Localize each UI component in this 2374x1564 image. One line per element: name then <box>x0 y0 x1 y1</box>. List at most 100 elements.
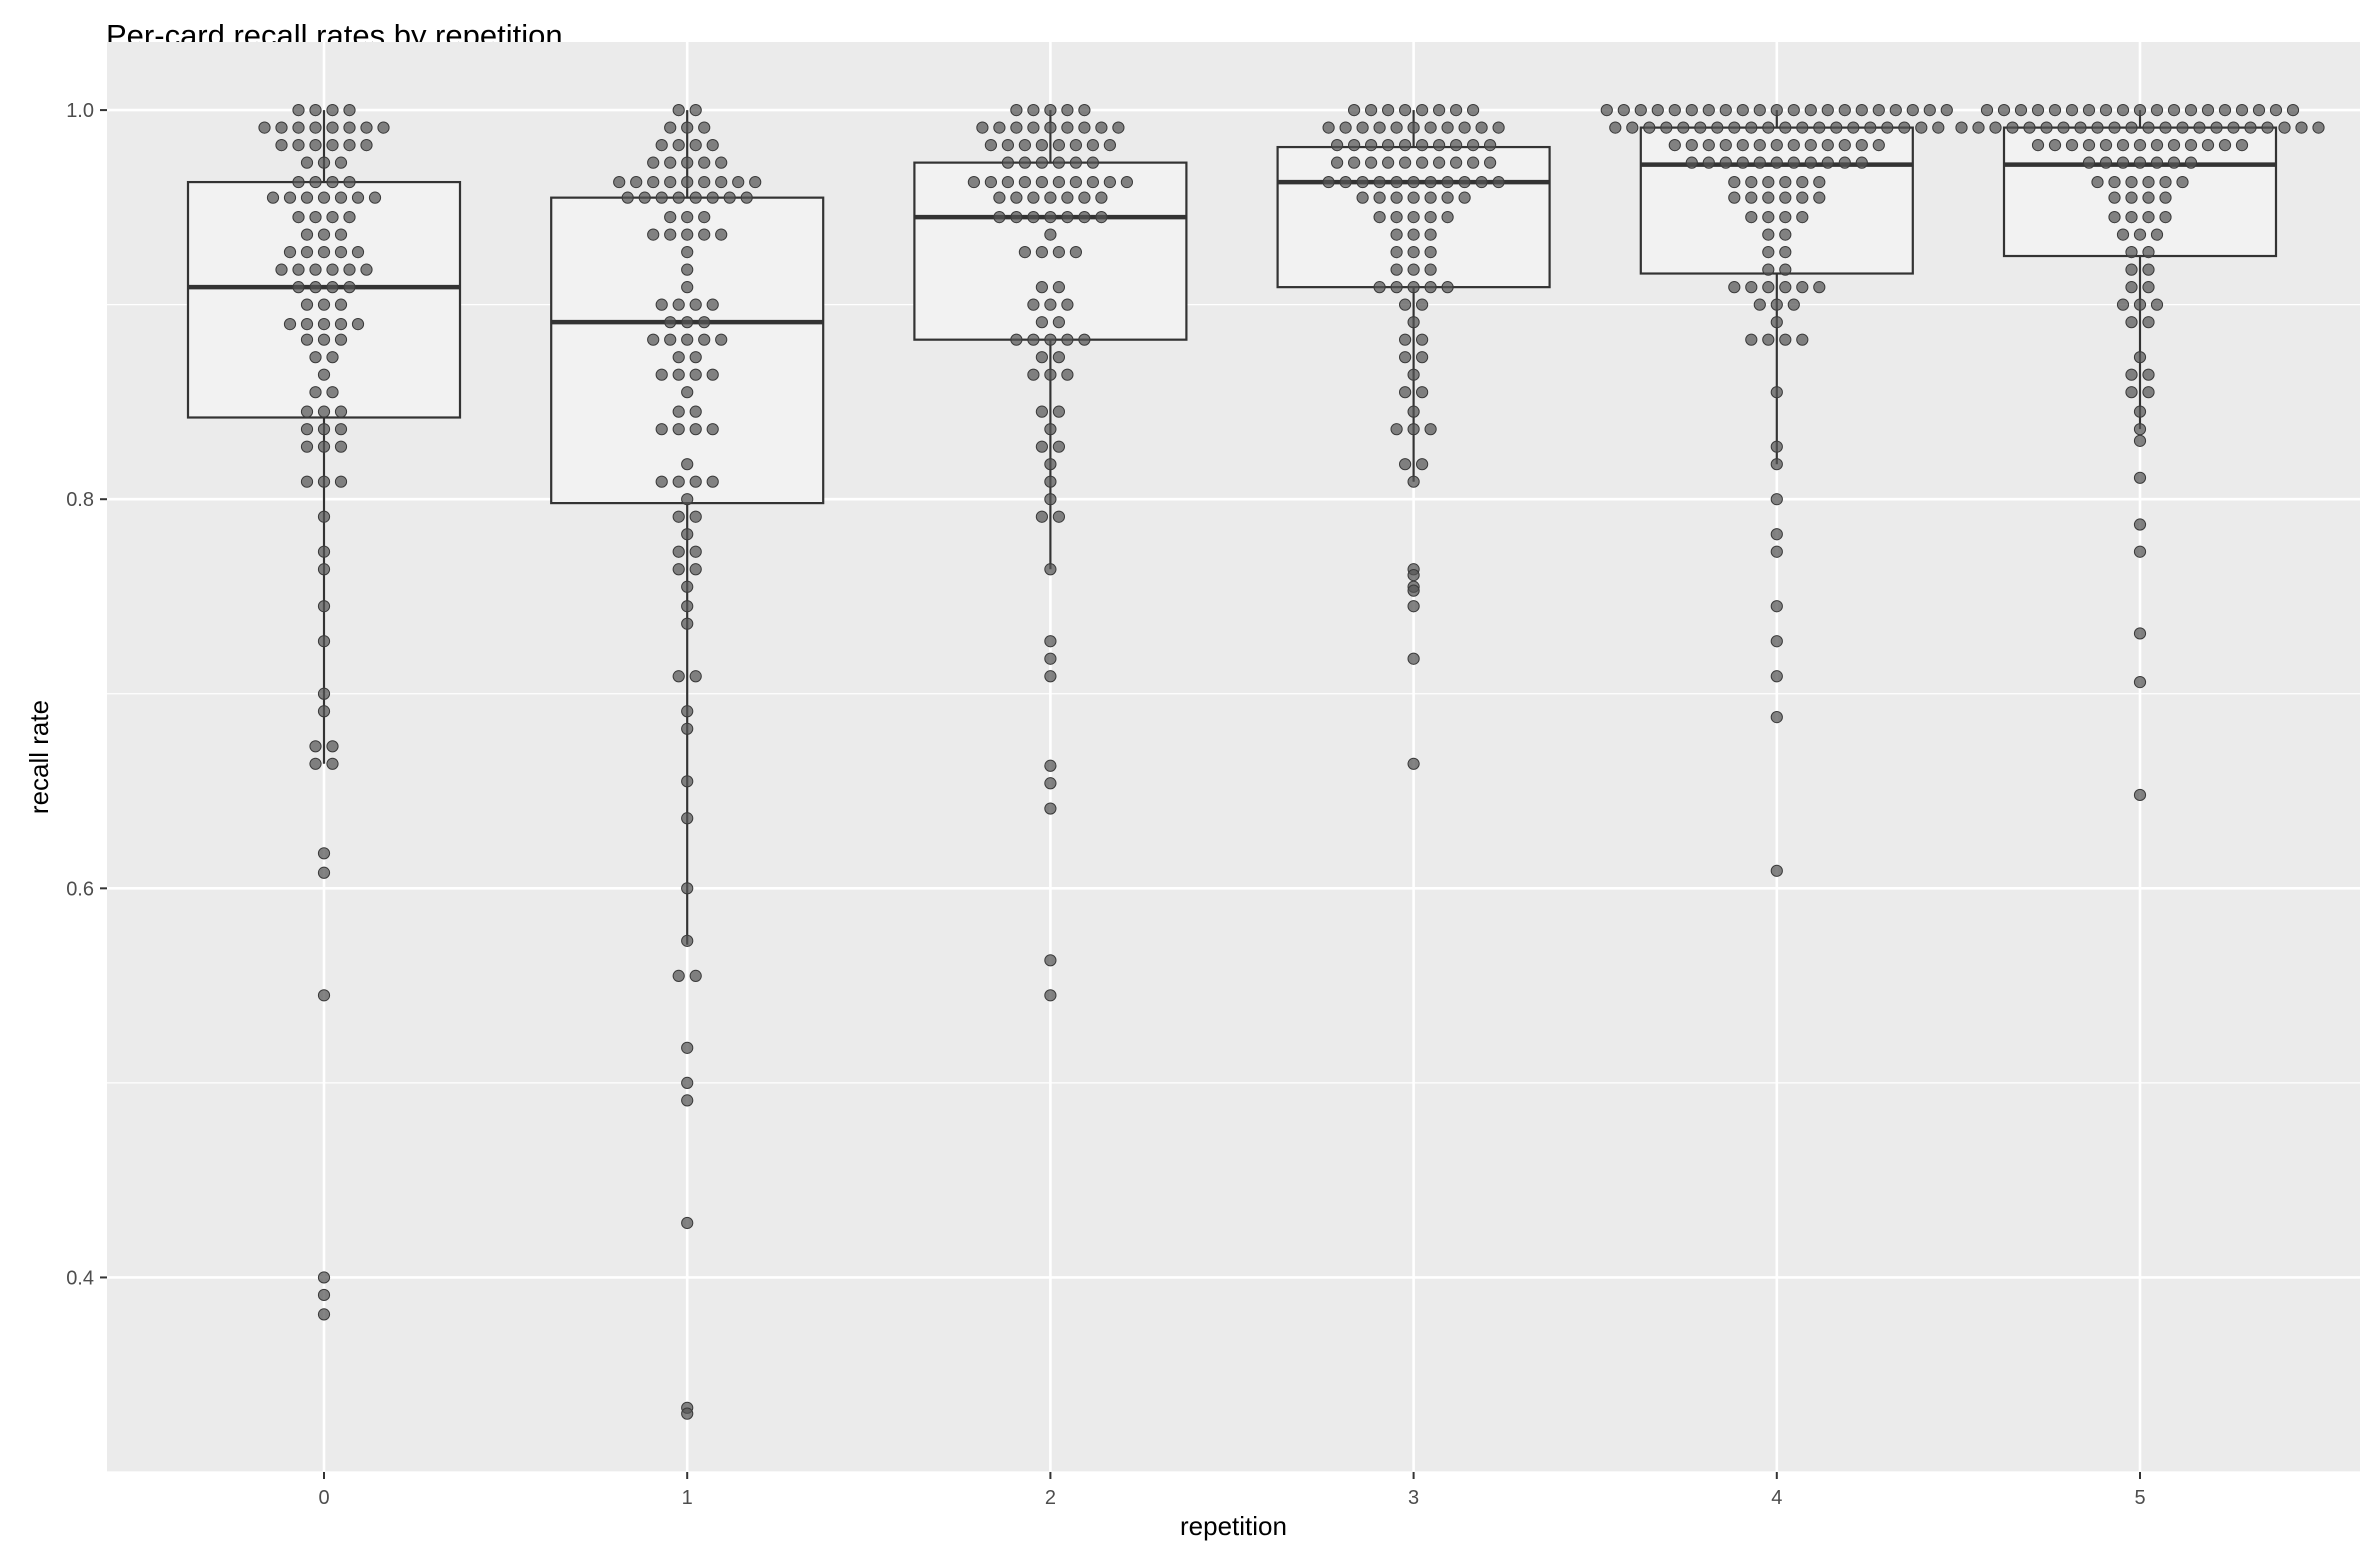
data-point <box>343 139 356 152</box>
data-point <box>1424 423 1437 436</box>
data-point <box>1989 121 2002 134</box>
data-point <box>1001 139 1015 152</box>
data-point <box>1796 121 1809 134</box>
data-point <box>1770 864 1783 877</box>
data-point <box>664 156 677 169</box>
data-point <box>1322 121 1335 134</box>
data-point <box>2099 156 2113 169</box>
data-point <box>749 175 762 189</box>
points-1 <box>613 103 762 1420</box>
data-point <box>1424 228 1437 241</box>
data-point <box>317 333 331 346</box>
data-point <box>317 563 331 576</box>
data-point <box>1407 584 1420 597</box>
data-point <box>1044 103 1057 117</box>
data-point <box>360 139 373 152</box>
data-point <box>1044 423 1057 436</box>
data-point <box>2278 121 2291 134</box>
data-point <box>1906 103 1919 117</box>
data-point <box>1044 493 1057 506</box>
data-point <box>1441 121 1454 134</box>
data-point <box>655 191 668 204</box>
data-point <box>1770 440 1783 453</box>
points-3 <box>1322 103 1505 770</box>
data-point <box>1095 211 1108 224</box>
data-point <box>2142 211 2155 224</box>
data-point <box>672 191 685 204</box>
data-point <box>672 475 685 488</box>
data-point <box>1390 246 1403 259</box>
data-point <box>1120 175 1134 189</box>
data-point <box>698 211 711 224</box>
data-point <box>1787 298 1800 311</box>
x-axis-title: repetition <box>1180 1511 1287 1541</box>
data-point <box>1458 175 1471 189</box>
data-point <box>1787 139 1800 152</box>
data-point <box>1407 568 1420 582</box>
data-point <box>1416 139 1429 152</box>
data-point <box>1779 246 1792 259</box>
data-point <box>1450 139 1463 152</box>
data-point <box>334 191 348 204</box>
data-point <box>1027 298 1040 311</box>
data-point <box>984 175 998 189</box>
data-point <box>1407 316 1420 329</box>
data-point <box>689 475 702 488</box>
data-point <box>2133 298 2147 311</box>
data-point <box>317 1288 331 1302</box>
data-point <box>1484 139 1497 152</box>
data-point <box>1390 121 1403 134</box>
data-point <box>1407 652 1420 665</box>
data-point <box>1382 139 1395 152</box>
data-point <box>1407 281 1420 294</box>
data-point <box>309 351 322 364</box>
data-point <box>681 211 694 224</box>
data-point <box>1407 757 1420 770</box>
data-point <box>681 600 694 613</box>
data-point <box>1407 600 1420 613</box>
data-point <box>681 722 694 735</box>
data-point <box>1078 333 1091 346</box>
data-point <box>1626 121 1639 134</box>
data-point <box>664 175 677 189</box>
data-point <box>672 969 685 982</box>
data-point <box>2116 298 2130 311</box>
data-point <box>343 121 356 134</box>
data-point <box>1052 316 1066 329</box>
data-point <box>317 1271 331 1284</box>
box-iqr <box>550 196 825 505</box>
data-point <box>1399 386 1412 399</box>
data-point <box>1010 103 1023 117</box>
data-point <box>1086 156 1100 169</box>
data-point <box>689 563 702 576</box>
data-point <box>1069 156 1083 169</box>
data-point <box>698 156 711 169</box>
data-point <box>1668 139 1681 152</box>
data-point <box>334 318 348 331</box>
data-point <box>1356 175 1369 189</box>
data-point <box>1390 175 1403 189</box>
data-point <box>706 475 719 488</box>
x-tick-label: 5 <box>2134 1487 2145 1509</box>
data-point <box>1407 121 1420 134</box>
data-point <box>300 423 314 436</box>
y-tick-label: 0.4 <box>66 1267 94 1289</box>
data-point <box>1373 175 1386 189</box>
data-point <box>1762 228 1775 241</box>
data-point <box>317 298 331 311</box>
data-point <box>715 156 728 169</box>
data-point <box>300 318 314 331</box>
data-point <box>1416 156 1429 169</box>
data-point <box>681 1076 694 1089</box>
data-point <box>2261 121 2274 134</box>
data-point <box>689 191 702 204</box>
data-point <box>681 882 694 895</box>
data-point <box>1390 423 1403 436</box>
data-point <box>672 103 685 117</box>
data-point <box>664 228 677 241</box>
data-point <box>2184 103 2198 117</box>
data-point <box>317 510 331 523</box>
data-point <box>655 368 668 381</box>
data-point <box>1044 211 1057 224</box>
data-point <box>1407 175 1420 189</box>
